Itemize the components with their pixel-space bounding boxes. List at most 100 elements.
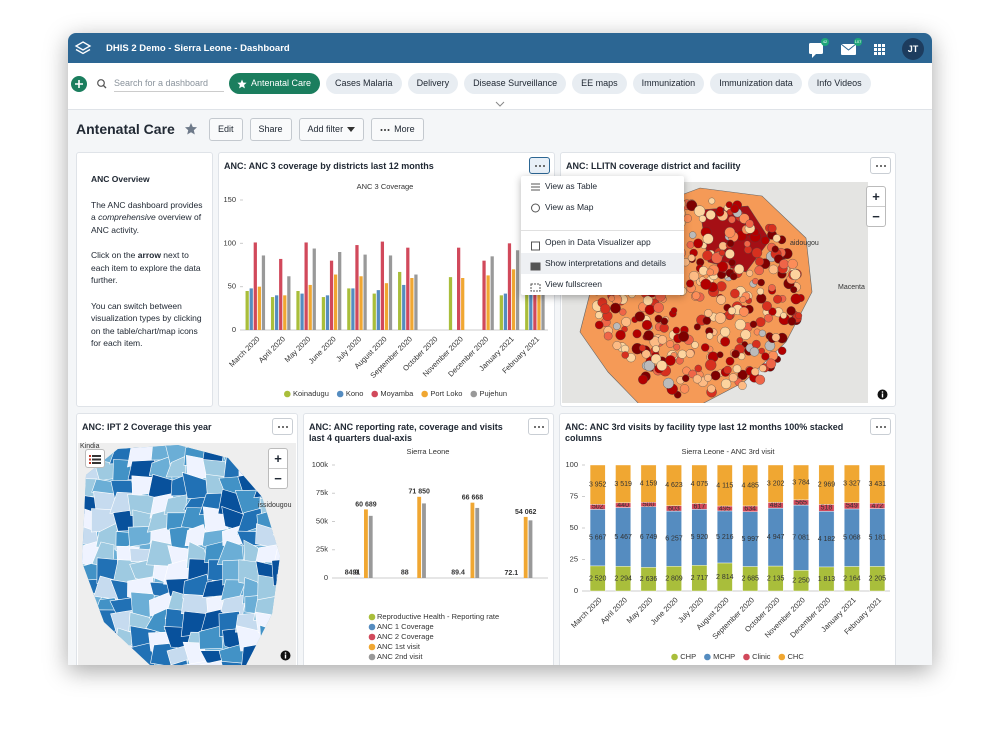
data-label: 1 813	[818, 576, 836, 583]
legend-toggle[interactable]	[85, 449, 105, 468]
facility	[749, 347, 760, 357]
menu-item[interactable]: Open in Data Visualizer app	[521, 232, 684, 253]
edit-button[interactable]: Edit	[209, 118, 243, 141]
facility	[768, 264, 779, 275]
dashboard-chip[interactable]: Antenatal Care	[229, 73, 321, 94]
dashboard-chip[interactable]: Immunization data	[710, 73, 802, 94]
data-label: 2 717	[691, 575, 709, 582]
facility	[698, 266, 709, 276]
facility	[677, 349, 687, 359]
filter-button[interactable]: Add filter	[298, 118, 365, 141]
facility	[716, 206, 724, 214]
zoom-out[interactable]: −	[872, 209, 880, 224]
bar	[398, 271, 402, 330]
header-icons[interactable]	[806, 38, 926, 60]
facility	[727, 306, 736, 315]
facility	[730, 288, 740, 299]
legend-marker	[368, 633, 376, 641]
data-label: 2 294	[614, 576, 632, 583]
legend-label: Reproductive Health - Reporting rate	[377, 612, 499, 621]
facility	[691, 291, 701, 300]
menu-item[interactable]: View fullscreen	[521, 274, 684, 295]
item-title: ANC: ANC reporting rate, coverage and vi…	[309, 422, 503, 443]
facility	[693, 205, 706, 217]
item-menu-button[interactable]	[870, 418, 891, 435]
more-button[interactable]: More	[371, 118, 424, 141]
item-menu-button[interactable]	[272, 418, 293, 435]
bar-segment	[716, 464, 733, 507]
y-tick-label: 100k	[312, 460, 329, 469]
facility	[656, 360, 668, 371]
facility	[638, 344, 646, 352]
facility	[736, 337, 744, 344]
dashboard-chip[interactable]: EE maps	[572, 73, 627, 94]
bar	[406, 247, 410, 330]
facility	[746, 269, 754, 277]
info-icon[interactable]	[280, 650, 291, 661]
bar	[402, 284, 406, 330]
zoom-in[interactable]: +	[867, 187, 885, 207]
legend-marker	[371, 390, 379, 398]
district	[274, 539, 280, 566]
bar	[359, 276, 363, 330]
header-bar	[68, 33, 932, 63]
bar	[261, 255, 266, 330]
facility	[734, 319, 746, 331]
facility	[721, 378, 732, 389]
user-avatar[interactable]: JT	[907, 44, 919, 54]
menu-item[interactable]: Show interpretations and details	[521, 253, 684, 274]
dashboard-chip[interactable]: Immunization	[632, 73, 705, 94]
dashboard-chip[interactable]: Delivery	[407, 73, 459, 94]
facility	[718, 249, 726, 257]
x-tick-label: June 2020	[649, 595, 680, 626]
bar	[257, 286, 261, 330]
dashboard-chip[interactable]: Info Videos	[807, 73, 871, 94]
data-label: 3 327	[843, 481, 861, 488]
facility	[704, 309, 713, 318]
menu-item[interactable]: View as Map	[521, 197, 684, 218]
bar	[515, 250, 520, 330]
share-button[interactable]: Share	[249, 118, 292, 141]
data-label: 4 623	[665, 482, 683, 489]
star[interactable]	[184, 122, 198, 136]
zoom-in[interactable]: +	[269, 449, 287, 469]
zoom-control[interactable]: + −	[866, 186, 886, 227]
facility	[728, 259, 736, 267]
bar	[249, 288, 253, 330]
facility	[720, 336, 730, 347]
data-label: 565	[795, 499, 807, 506]
facility	[790, 293, 802, 305]
y-tick-label: 75k	[316, 488, 328, 497]
data-label: 2 250	[792, 577, 810, 584]
legend-marker	[421, 390, 428, 398]
search-input[interactable]: Search for a dashboard	[114, 78, 224, 92]
interpretation-count: 107	[854, 39, 862, 44]
bar-icons[interactable]	[70, 75, 110, 93]
bar	[448, 277, 453, 330]
district	[220, 661, 248, 665]
facility	[756, 287, 764, 295]
item-menu-button[interactable]	[529, 157, 550, 174]
facility	[657, 335, 667, 345]
data-label: 72.1	[504, 570, 518, 577]
zoom-out[interactable]: −	[274, 471, 282, 486]
facility	[706, 268, 714, 277]
text: The ANC dashboard provides a	[91, 199, 203, 223]
facility	[594, 320, 604, 330]
facility	[767, 223, 777, 233]
data-label: 5 667	[589, 534, 607, 541]
facility	[738, 381, 747, 390]
data-label: 5 068	[843, 535, 861, 542]
data-label: 2 814	[716, 574, 734, 581]
dashboard-chip[interactable]: Disease Surveillance	[464, 73, 567, 94]
y-tick-label: 75	[570, 491, 578, 500]
zoom-control[interactable]: + −	[268, 448, 288, 489]
dashboard-chip[interactable]: Cases Malaria	[326, 73, 402, 94]
button-label: More	[394, 124, 415, 134]
item-menu-button[interactable]	[870, 157, 891, 174]
menu-item[interactable]: View as Table	[521, 176, 684, 197]
item-menu-button[interactable]	[528, 418, 549, 435]
info-icon[interactable]	[877, 389, 888, 400]
text: overview of ANC activity.	[91, 212, 202, 235]
expand-chevron[interactable]	[494, 100, 506, 108]
